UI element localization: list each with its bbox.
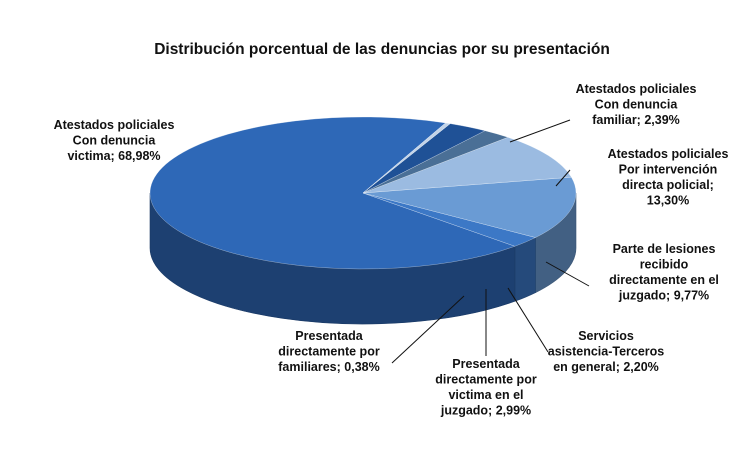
pie-top-faces: [149, 116, 577, 270]
slice-side-atestados-policiales-con-denuncia-familiar: [514, 237, 536, 302]
slice-atestados-policiales-por-intervencion-directa-policial: [362, 176, 577, 238]
slice-label-atestados-policiales-por-intervencion-directa-policial: Atestados policiales Por intervención dire…: [608, 147, 729, 208]
slice-label-presentada-directamente-por-victima-en-el-juzgado: Presentada directamente por victima en el j…: [435, 357, 537, 418]
leader-line-atestados-policiales-con-denuncia-familiar: [509, 119, 571, 143]
pie-side-walls: [149, 192, 577, 325]
leader-line-atestados-policiales-por-intervencion-directa-policial: [555, 169, 571, 187]
slice-labels: Atestados policiales Con denuncia victima;…: [54, 82, 729, 418]
slice-presentada-directamente-por-familiares: [362, 122, 451, 194]
slice-label-presentada-directamente-por-familiares: Presentada directamente por familiares; 0,…: [278, 329, 380, 374]
slice-label-servicios-asistencia-terceros-en-general: Servicios asistencia-Terceros en general; …: [548, 329, 665, 374]
leader-line-servicios-asistencia-terceros-en-general: [507, 287, 549, 353]
chart-title: Distribución porcentual de las denuncias…: [154, 41, 610, 58]
slice-label-parte-de-lesiones-recibido-directamente-en-el-juzgado: Parte de lesiones recibido directamente en…: [609, 242, 719, 303]
slice-label-atestados-policiales-con-denuncia-familiar: Atestados policiales Con denuncia familiar…: [576, 82, 697, 127]
slice-atestados-policiales-con-denuncia-victima: [149, 116, 516, 270]
slice-label-atestados-policiales-con-denuncia-victima: Atestados policiales Con denuncia victima;…: [54, 118, 175, 163]
label-leader-lines: [391, 119, 590, 364]
leader-line-presentada-directamente-por-familiares: [391, 295, 465, 364]
slice-parte-de-lesiones-recibido-directamente-en-el-juzgado: [362, 137, 572, 194]
leader-line-parte-de-lesiones-recibido-directamente-en-el-juzgado: [545, 261, 590, 287]
